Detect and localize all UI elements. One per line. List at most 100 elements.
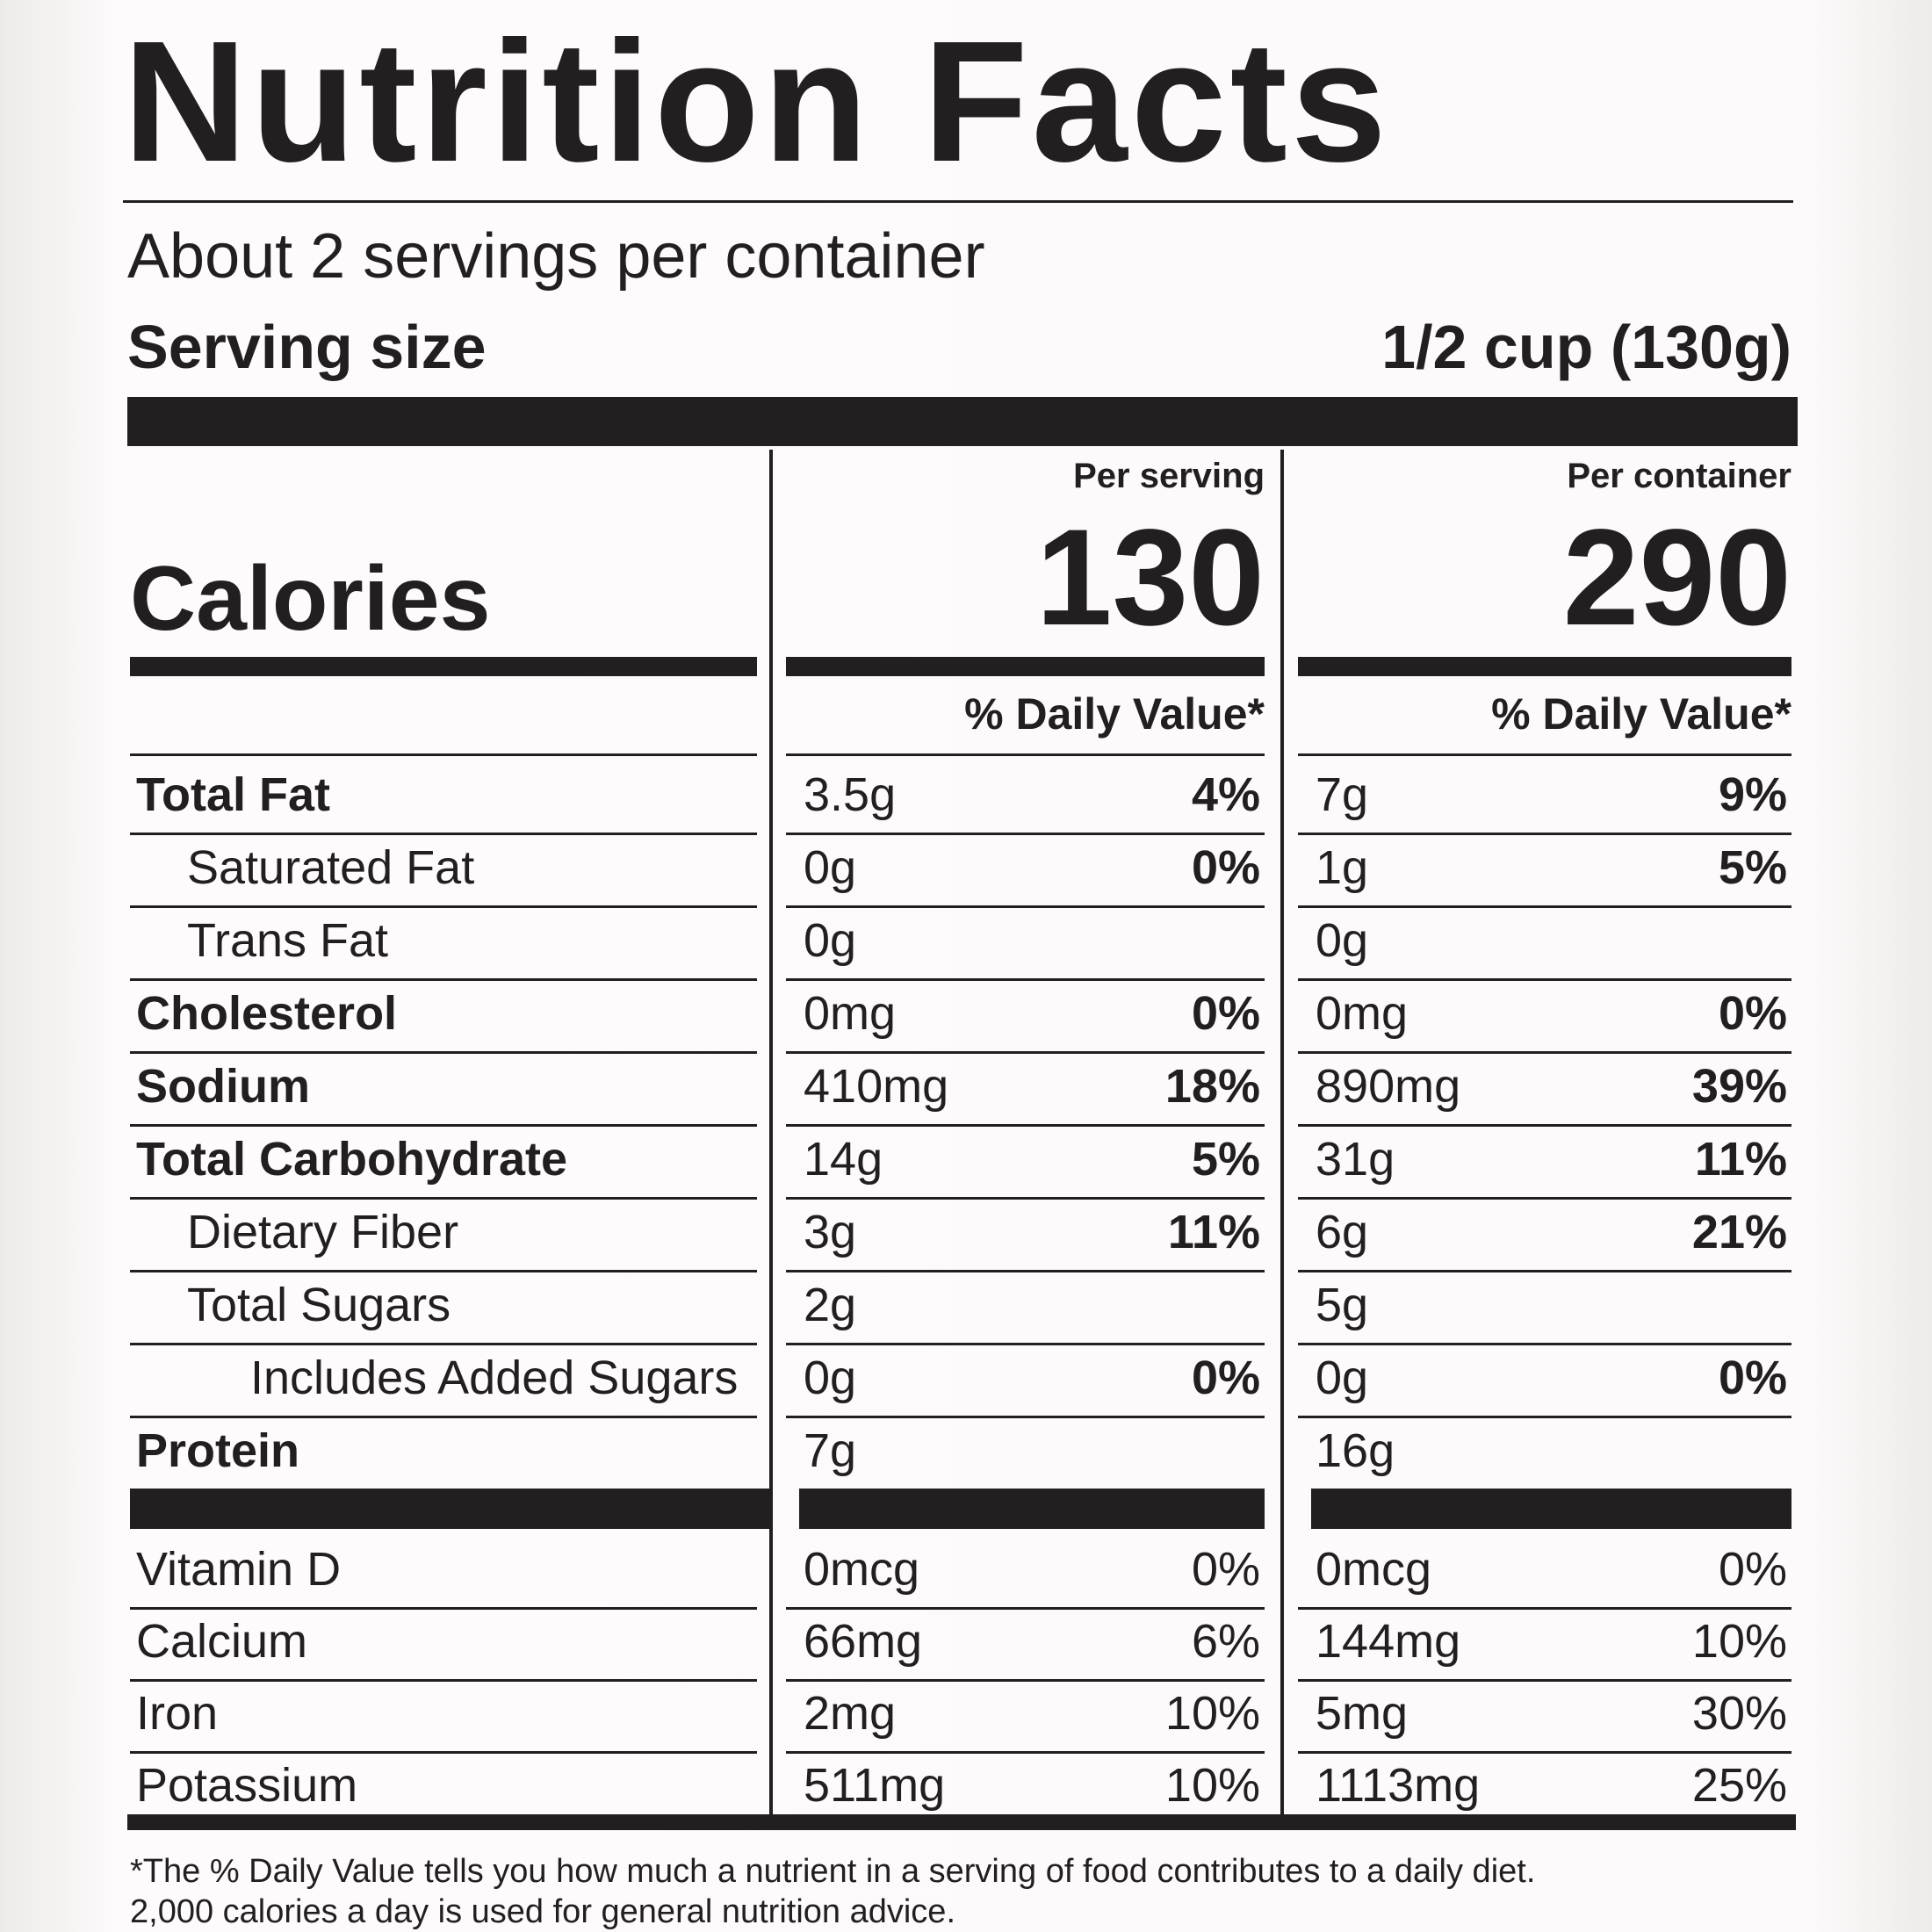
daily-value: 0%: [1191, 1352, 1260, 1404]
daily-value: 0%: [1718, 1352, 1787, 1404]
daily-value: 0%: [1718, 987, 1787, 1040]
row-rule: [130, 1124, 757, 1127]
row-rule: [786, 1270, 1265, 1272]
amount: 31g: [1316, 1133, 1395, 1186]
row-rule: [130, 905, 757, 908]
amount: 5g: [1316, 1279, 1369, 1331]
row-rule: [130, 1416, 757, 1418]
daily-value: 11%: [1167, 1206, 1260, 1258]
column-divider: [1280, 450, 1284, 1820]
nutrient-name: Vitamin D: [136, 1543, 342, 1596]
nutrient-name: Total Carbohydrate: [136, 1133, 568, 1186]
nutrient-name: Dietary Fiber: [187, 1206, 459, 1258]
amount: 2mg: [804, 1687, 897, 1740]
daily-value: 4%: [1191, 768, 1260, 821]
amount: 511mg: [804, 1759, 946, 1812]
calories-label: Calories: [130, 548, 491, 650]
amount: 6g: [1316, 1206, 1369, 1258]
footnote: 2,000 calories a day is used for general…: [130, 1893, 955, 1930]
thick-rule: [1311, 1489, 1791, 1529]
row-rule: [1298, 833, 1791, 835]
amount: 14g: [804, 1133, 883, 1186]
row-rule: [786, 1679, 1265, 1682]
row-rule: [1298, 1679, 1791, 1682]
nutrient-name: Total Sugars: [187, 1279, 451, 1331]
row-rule: [130, 978, 757, 981]
row-rule: [130, 1343, 757, 1345]
row-rule: [130, 753, 757, 756]
row-rule: [786, 1197, 1265, 1200]
amount: 7g: [1316, 768, 1369, 821]
row-rule: [1298, 753, 1791, 756]
amount: 3.5g: [804, 768, 897, 821]
row-rule: [130, 1197, 757, 1200]
row-rule: [1298, 1751, 1791, 1754]
daily-value: 5%: [1191, 1133, 1260, 1186]
amount: 5mg: [1316, 1687, 1409, 1740]
row-rule: [786, 1343, 1265, 1345]
thick-rule: [127, 397, 1798, 446]
daily-value: 21%: [1691, 1206, 1787, 1258]
thick-rule: [799, 1489, 1265, 1529]
amount: 1113mg: [1316, 1759, 1481, 1812]
row-rule: [1298, 1051, 1791, 1054]
dv-heading: % Daily Value*: [1491, 689, 1791, 739]
nutrient-name: Includes Added Sugars: [250, 1352, 739, 1404]
row-rule: [1298, 1197, 1791, 1200]
row-rule: [786, 1051, 1265, 1054]
amount: 890mg: [1316, 1060, 1461, 1113]
daily-value: 5%: [1718, 841, 1787, 894]
daily-value: 0%: [1191, 1543, 1260, 1596]
column-heading: Per container: [1567, 457, 1791, 495]
amount: 16g: [1316, 1424, 1395, 1477]
row-rule: [1298, 1270, 1791, 1272]
row-rule: [786, 978, 1265, 981]
row-rule: [130, 1751, 757, 1754]
thick-rule: [130, 1489, 771, 1529]
calories-value: 130: [1035, 501, 1265, 654]
amount: 7g: [804, 1424, 857, 1477]
rule: [123, 200, 1793, 203]
nutrient-name: Iron: [136, 1687, 219, 1740]
row-rule: [786, 833, 1265, 835]
daily-value: 0%: [1718, 1543, 1787, 1596]
serving-size-value: 1/2 cup (130g): [1381, 313, 1791, 381]
amount: 0mg: [804, 987, 897, 1040]
amount: 0mcg: [1316, 1543, 1432, 1596]
daily-value: 39%: [1691, 1060, 1787, 1113]
amount: 0g: [804, 841, 857, 894]
calories-rule: [786, 657, 1265, 676]
amount: 0g: [804, 914, 857, 967]
row-rule: [1298, 1416, 1791, 1418]
nutrient-name: Protein: [136, 1424, 300, 1477]
bottom-rule: [127, 1814, 1796, 1830]
row-rule: [1298, 1607, 1791, 1610]
daily-value: 10%: [1164, 1759, 1260, 1812]
row-rule: [130, 1679, 757, 1682]
daily-value: 30%: [1691, 1687, 1787, 1740]
daily-value: 9%: [1718, 768, 1787, 821]
daily-value: 18%: [1164, 1060, 1260, 1113]
amount: 0g: [804, 1352, 857, 1404]
calories-value: 290: [1562, 501, 1791, 654]
nutrient-name: Cholesterol: [136, 987, 398, 1040]
footnote: *The % Daily Value tells you how much a …: [130, 1853, 1536, 1890]
amount: 410mg: [804, 1060, 949, 1113]
amount: 2g: [804, 1279, 857, 1331]
row-rule: [130, 1607, 757, 1610]
amount: 0mcg: [804, 1543, 920, 1596]
calories-rule: [1298, 657, 1791, 676]
nutrient-name: Sodium: [136, 1060, 310, 1113]
dv-heading: % Daily Value*: [964, 689, 1265, 739]
daily-value: 11%: [1694, 1133, 1787, 1186]
daily-value: 6%: [1191, 1615, 1260, 1668]
row-rule: [130, 1270, 757, 1272]
row-rule: [130, 1051, 757, 1054]
serving-size-label: Serving size: [127, 313, 487, 381]
row-rule: [130, 833, 757, 835]
servings: About 2 servings per container: [127, 221, 985, 292]
row-rule: [786, 753, 1265, 756]
row-rule: [1298, 978, 1791, 981]
title: Nutrition Facts: [123, 5, 1390, 198]
